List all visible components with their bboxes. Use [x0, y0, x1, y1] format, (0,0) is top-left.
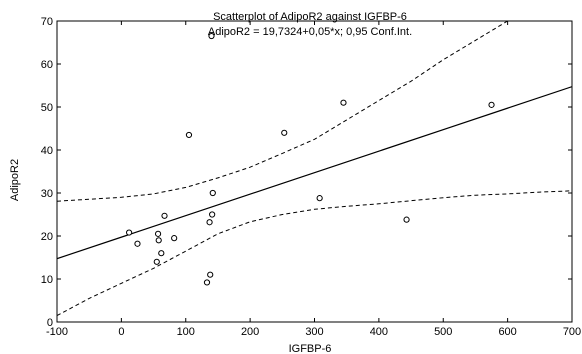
y-tick-label: 10 — [41, 274, 53, 286]
regression-line — [57, 86, 572, 260]
x-tick-label: 300 — [305, 326, 323, 338]
x-tick-label: 600 — [498, 326, 516, 338]
x-axis-title: IGFBP-6 — [289, 343, 332, 354]
chart-title: Scatterplot of AdipoR2 against IGFBP-6 — [213, 11, 407, 23]
data-point — [488, 101, 495, 108]
x-tick-label: 0 — [118, 326, 124, 338]
y-tick-label: 70 — [41, 16, 53, 28]
data-point — [316, 195, 323, 202]
x-tick-label: 500 — [434, 326, 452, 338]
data-point — [403, 216, 410, 223]
data-point — [161, 212, 168, 219]
data-point — [126, 229, 133, 236]
data-point — [158, 250, 165, 257]
data-point — [209, 211, 216, 218]
y-tick-label: 30 — [41, 188, 53, 200]
x-tick-label: 400 — [370, 326, 388, 338]
data-point — [154, 230, 162, 237]
y-tick-label: 20 — [41, 231, 53, 243]
confidence-upper-line — [57, 21, 508, 202]
data-point — [208, 32, 215, 40]
y-tick-label: 0 — [47, 317, 53, 329]
data-point — [153, 258, 160, 265]
data-point — [155, 237, 162, 244]
data-point — [171, 235, 178, 242]
data-point — [207, 271, 214, 278]
y-tick-label: 60 — [41, 59, 53, 71]
y-tick-label: 50 — [41, 102, 53, 114]
chart-subtitle: AdipoR2 = 19,7324+0,05*x; 0,95 Conf.Int. — [208, 26, 412, 38]
data-point — [185, 131, 193, 139]
data-point — [203, 279, 211, 286]
x-tick-label: 700 — [563, 326, 581, 338]
x-tick-label: 200 — [241, 326, 259, 338]
data-point — [206, 219, 213, 226]
data-point — [209, 189, 216, 197]
x-tick-label: 100 — [177, 326, 195, 338]
y-tick-label: 40 — [41, 145, 53, 157]
data-point — [281, 129, 288, 136]
data-point — [134, 240, 141, 247]
data-point — [340, 99, 347, 106]
confidence-lower-line — [57, 190, 572, 317]
plot-area: -100 0 100 200 300 400 500 600 70001020304050607… — [41, 16, 581, 338]
y-axis-title: AdipoR2 — [9, 159, 21, 201]
x-tick-label: -100 — [46, 326, 68, 338]
